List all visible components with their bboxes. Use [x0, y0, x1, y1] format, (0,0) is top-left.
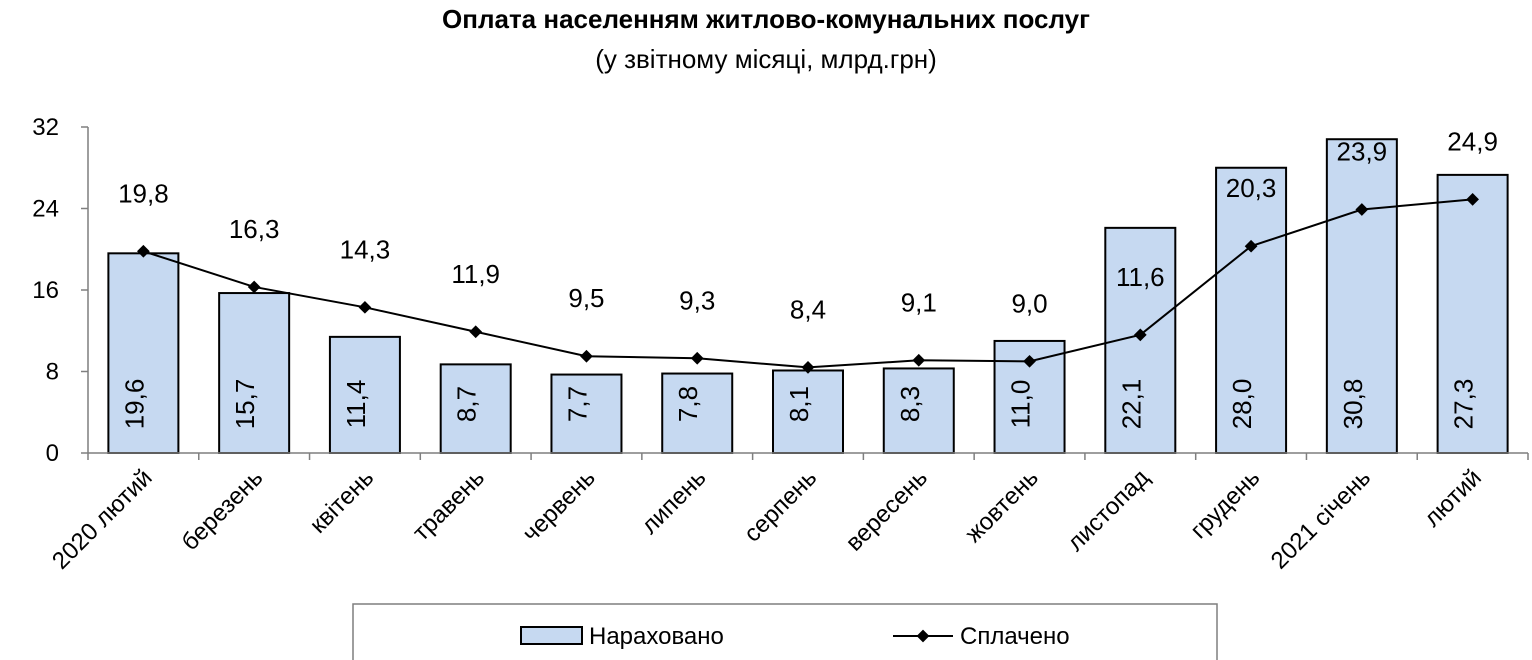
bar-value-label: 8,1	[784, 386, 814, 422]
legend-label: Нараховано	[589, 623, 724, 650]
x-tick-label: травень	[408, 464, 490, 546]
x-tick-label: червень	[517, 464, 600, 547]
bar	[772, 369, 844, 455]
bar-value-label: 22,1	[1116, 379, 1146, 430]
x-tick-label: листопад	[1062, 464, 1155, 557]
bar	[1215, 166, 1288, 454]
line-point	[247, 280, 261, 294]
x-tick-label: грудень	[1185, 464, 1265, 544]
y-tick-label: 24	[32, 196, 59, 223]
bar-value-label: 27,3	[1449, 379, 1479, 430]
bar	[439, 363, 512, 454]
bar-value-label: 28,0	[1227, 379, 1257, 430]
chart-subtitle: (у звітному місяці, млрд.грн)	[595, 44, 937, 74]
bar-value-label: 11,0	[1006, 380, 1036, 429]
bar-value-label: 8,7	[452, 386, 482, 422]
y-tick-label: 32	[32, 114, 59, 141]
line-value-label: 8,4	[790, 294, 826, 324]
line-point	[469, 325, 483, 339]
legend-box	[352, 603, 1218, 660]
line-value-label: 16,3	[229, 214, 280, 244]
line-value-label: 11,6	[1116, 262, 1165, 292]
line-value-label: 14,3	[340, 234, 391, 264]
line-value-label: 19,8	[118, 178, 169, 208]
bar-value-label: 15,7	[230, 379, 260, 430]
line-value-label: 9,5	[568, 283, 604, 313]
legend-swatch-bar	[520, 626, 583, 645]
line-value-label: 9,1	[901, 287, 937, 317]
x-tick-label: 2021 січень	[1266, 464, 1376, 574]
line-point	[580, 349, 593, 363]
bar-value-label: 8,3	[895, 386, 925, 422]
bar-value-label: 7,8	[673, 386, 703, 422]
line-point	[137, 244, 150, 258]
line-value-label: 24,9	[1447, 126, 1498, 156]
line-value-label: 9,3	[679, 285, 715, 315]
line-value-label: 20,3	[1226, 173, 1277, 203]
line-point	[690, 351, 704, 365]
x-tick-label: липень	[636, 464, 711, 539]
line-value-label: 9,0	[1011, 288, 1047, 318]
x-tick-label: 2020 лютий	[47, 464, 158, 575]
legend-label: Сплачено	[960, 623, 1070, 650]
y-tick-label: 16	[32, 277, 59, 304]
x-tick-label: лютий	[1419, 464, 1487, 532]
bar-value-label: 19,6	[119, 379, 149, 430]
bar-value-label: 11,4	[341, 380, 371, 429]
x-tick-label: квітень	[305, 464, 380, 539]
x-tick-label: жовтень	[960, 464, 1044, 548]
x-tick-label: вересень	[841, 464, 933, 556]
bar	[1325, 138, 1398, 454]
line-value-label: 23,9	[1337, 137, 1388, 167]
line-point	[912, 353, 926, 367]
bar-value-label: 7,7	[562, 386, 592, 422]
chart-title: Оплата населенням житлово-комунальних по…	[442, 4, 1090, 34]
line-point	[358, 300, 372, 314]
y-tick-label: 0	[46, 440, 59, 467]
bar-value-label: 30,8	[1338, 379, 1368, 430]
y-tick-label: 8	[46, 359, 59, 386]
x-tick-label: серпень	[739, 464, 822, 547]
bar	[107, 252, 180, 454]
line-value-label: 11,9	[451, 259, 500, 289]
x-tick-label: березень	[177, 464, 269, 556]
